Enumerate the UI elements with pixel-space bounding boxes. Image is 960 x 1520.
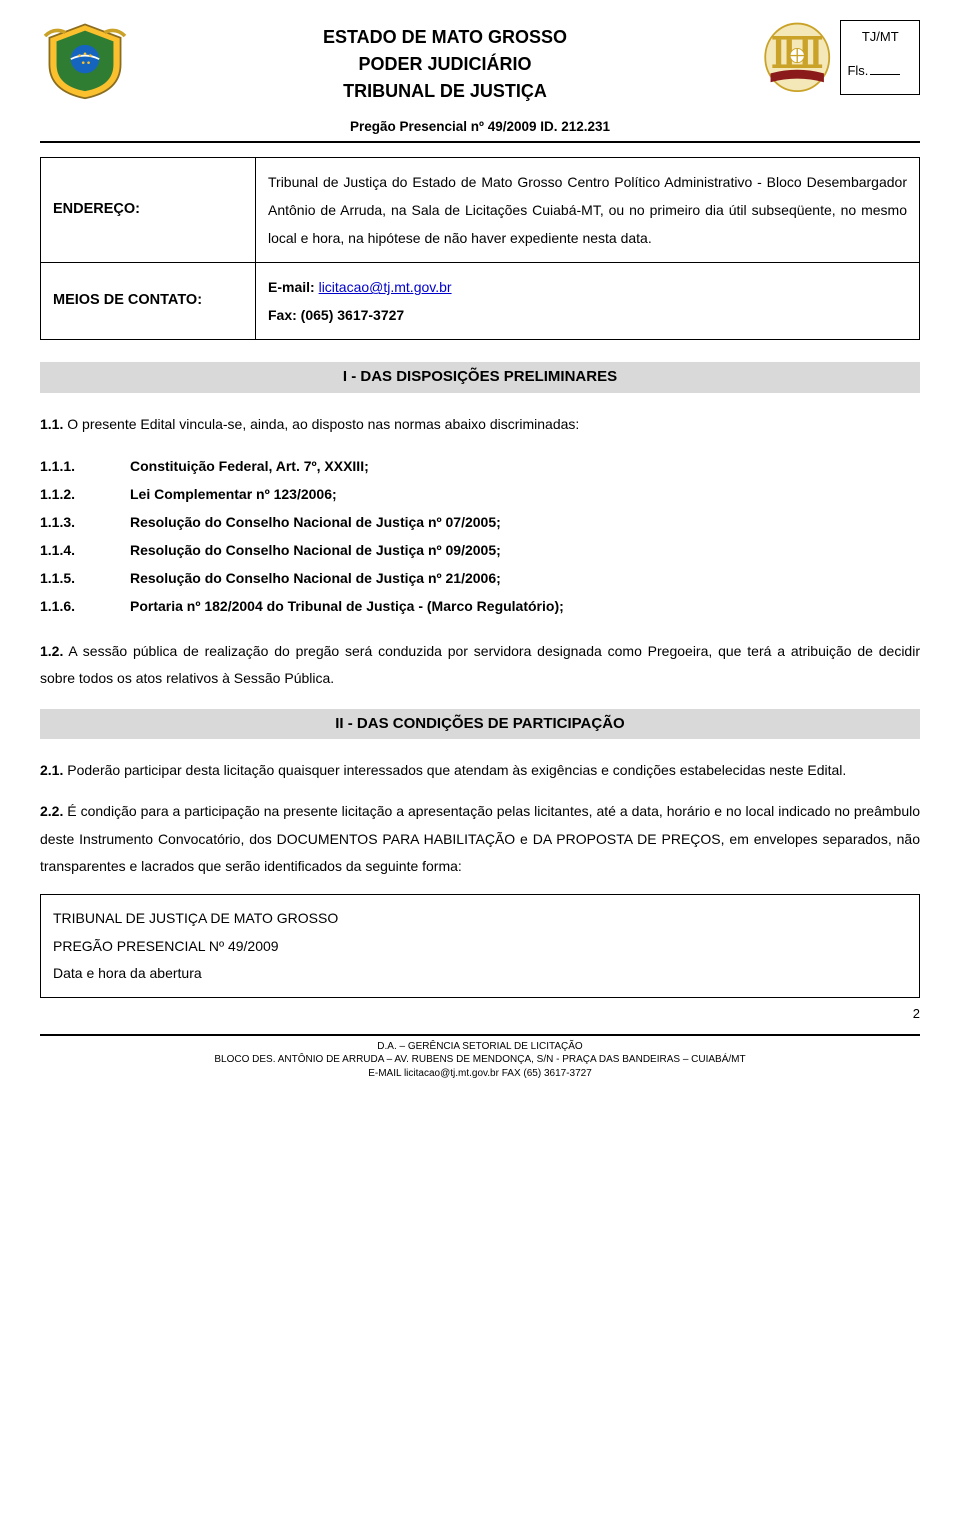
section-2-header: II - DAS CONDIÇÕES DE PARTICIPAÇÃO [40,709,920,740]
page-footer: D.A. – GERÊNCIA SETORIAL DE LICITAÇÃO BL… [40,1040,920,1081]
normas-list: 1.1.1.Constituição Federal, Art. 7º, XXX… [40,452,920,620]
endereco-label: ENDEREÇO: [41,158,256,263]
footer-divider [40,1034,920,1036]
header-line-2: PODER JUDICIÁRIO [130,51,760,78]
footer-line-3: E-MAIL licitacao@tj.mt.gov.br FAX (65) 3… [40,1067,920,1081]
list-item: 1.1.1.Constituição Federal, Art. 7º, XXX… [40,452,920,480]
fls-blank-line [870,74,900,75]
envelope-line-2: PREGÃO PRESENCIAL Nº 49/2009 [53,933,907,960]
doc-tjmt-label: TJ/MT [847,27,913,47]
para-2-1: 2.1. Poderão participar desta licitação … [40,757,920,784]
header-line-1: ESTADO DE MATO GROSSO [130,24,760,51]
doc-fls-label: Fls. [847,61,913,81]
para-1-1: 1.1. O presente Edital vincula-se, ainda… [40,411,920,438]
list-item: 1.1.6.Portaria nº 182/2004 do Tribunal d… [40,592,920,620]
fax-text: Fax: (065) 3617-3727 [268,307,404,323]
info-table: ENDEREÇO: Tribunal de Justiça do Estado … [40,157,920,340]
header-line-3: TRIBUNAL DE JUSTIÇA [130,78,760,105]
sub-header: Pregão Presencial nº 49/2009 ID. 212.231 [40,117,920,137]
header-right: TJ/MT Fls. [760,20,920,100]
list-item: 1.1.5.Resolução do Conselho Nacional de … [40,564,920,592]
list-item: 1.1.2.Lei Complementar nº 123/2006; [40,480,920,508]
envelope-line-3: Data e hora da abertura [53,960,907,987]
endereco-value: Tribunal de Justiça do Estado de Mato Gr… [256,158,920,263]
table-row: ENDEREÇO: Tribunal de Justiça do Estado … [41,158,920,263]
section-1-header: I - DAS DISPOSIÇÕES PRELIMINARES [40,362,920,393]
envelope-line-1: TRIBUNAL DE JUSTIÇA DE MATO GROSSO [53,905,907,932]
page-number: 2 [40,1004,920,1024]
doc-id-box: TJ/MT Fls. [840,20,920,95]
page: ESTADO DE MATO GROSSO PODER JUDICIÁRIO T… [0,0,960,1110]
email-link[interactable]: licitacao@tj.mt.gov.br [319,279,452,295]
list-item: 1.1.4.Resolução do Conselho Nacional de … [40,536,920,564]
contato-label: MEIOS DE CONTATO: [41,263,256,340]
header-divider [40,141,920,143]
header-titles: ESTADO DE MATO GROSSO PODER JUDICIÁRIO T… [130,20,760,105]
footer-line-2: BLOCO DES. ANTÔNIO DE ARRUDA – AV. RUBEN… [40,1053,920,1067]
envelope-box: TRIBUNAL DE JUSTIÇA DE MATO GROSSO PREGÃ… [40,894,920,998]
footer-line-1: D.A. – GERÊNCIA SETORIAL DE LICITAÇÃO [40,1040,920,1054]
table-row: MEIOS DE CONTATO: E-mail: licitacao@tj.m… [41,263,920,340]
para-1-2: 1.2. A sessão pública de realização do p… [40,638,920,693]
state-crest-icon [40,20,130,100]
justice-seal-icon [760,20,834,100]
page-header: ESTADO DE MATO GROSSO PODER JUDICIÁRIO T… [40,20,920,111]
para-2-2: 2.2. É condição para a participação na p… [40,798,920,880]
list-item: 1.1.3.Resolução do Conselho Nacional de … [40,508,920,536]
contato-value: E-mail: licitacao@tj.mt.gov.br Fax: (065… [256,263,920,340]
